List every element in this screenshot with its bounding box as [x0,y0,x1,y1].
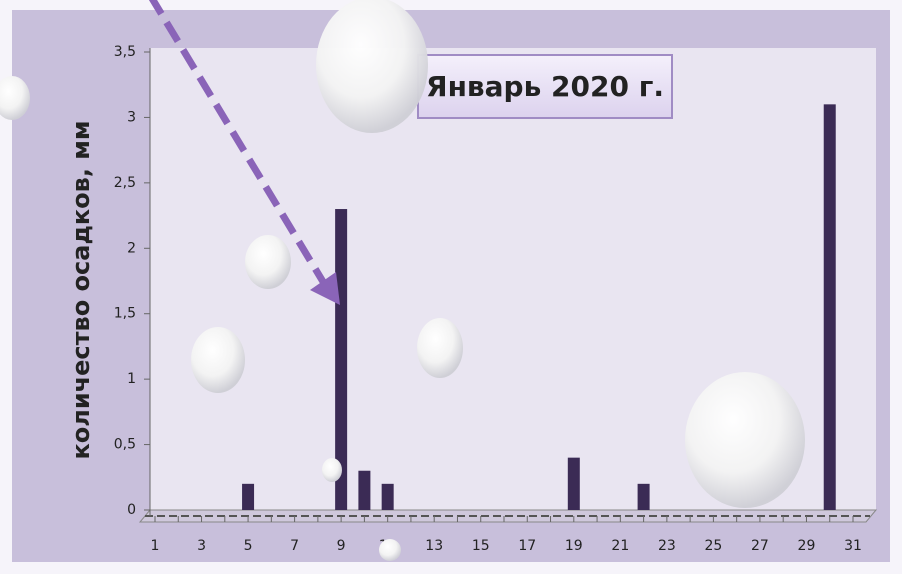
y-tick-label: 3,5 [114,44,136,60]
x-tick-label: 15 [472,538,490,554]
x-tick-label: 21 [611,538,629,554]
x-tick-label: 13 [425,538,443,554]
bar [381,483,394,510]
y-tick-label: 3 [127,109,136,125]
bar [637,483,650,510]
bubble [685,372,805,508]
bubble [191,327,245,393]
bar [567,457,580,510]
arrow [148,0,331,292]
x-tick-label: 1 [151,538,160,554]
y-tick-label: 2 [127,240,136,256]
bubble [379,539,401,561]
x-tick-label: 17 [518,538,536,554]
bubble [316,0,428,133]
x-tick-label: 29 [798,538,816,554]
bar [242,483,255,510]
marks: 00,511,522,533,5135791113151719212325272… [114,44,862,554]
bubble [322,458,342,482]
bar [335,209,348,510]
y-tick-label: 1,5 [114,306,136,322]
y-tick-label: 0,5 [114,437,136,453]
y-tick-label: 1 [127,371,136,387]
x-tick-label: 25 [704,538,722,554]
x-tick-label: 5 [244,538,253,554]
x-tick-label: 3 [197,538,206,554]
x-tick-label: 23 [658,538,676,554]
y-axis-title: количество осадков, мм [67,120,95,459]
bubble [245,235,291,289]
x-tick-label: 27 [751,538,769,554]
bubble [417,318,463,378]
x-tick-label: 9 [337,538,346,554]
chart-title: Январь 2020 г. [426,70,664,103]
x-tick-label: 7 [290,538,299,554]
bar [823,104,836,510]
bar [358,470,371,510]
x-tick-label: 19 [565,538,583,554]
x-tick-label: 31 [844,538,862,554]
title-box [417,54,673,119]
bubble [0,76,30,120]
y-tick-label: 0 [127,502,136,518]
arrow-head [310,272,340,305]
y-tick-label: 2,5 [114,175,136,191]
